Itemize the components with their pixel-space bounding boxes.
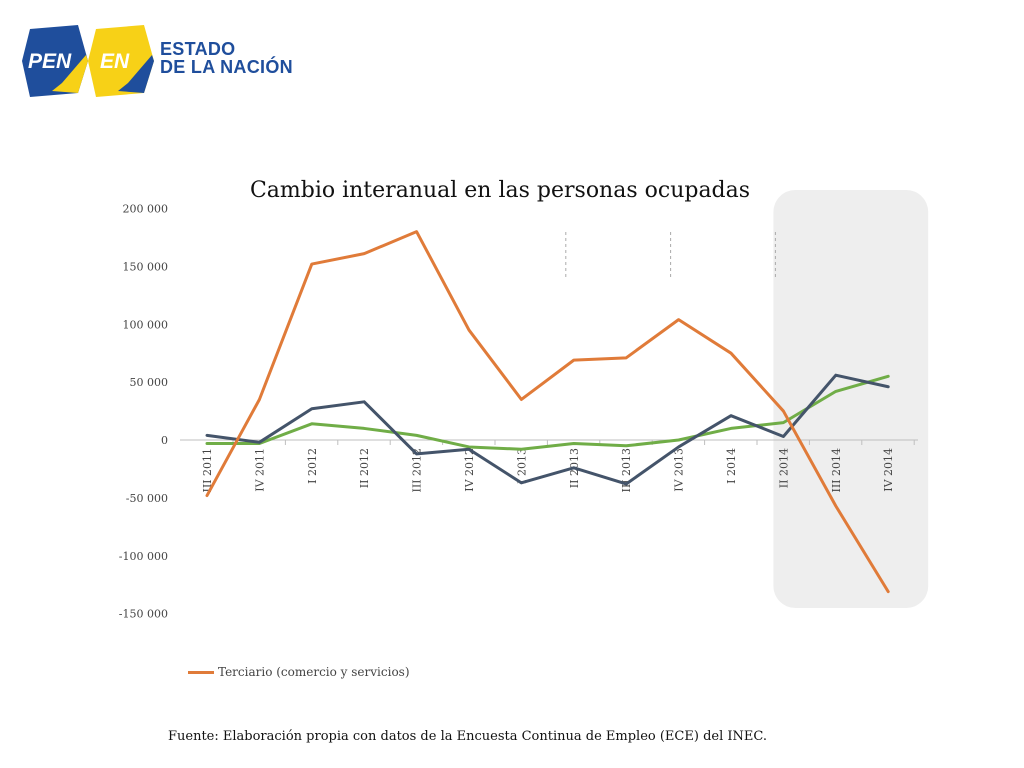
- logo: PEN EN: [22, 25, 154, 97]
- highlight-region: [773, 190, 929, 608]
- en-badge-accent: [118, 55, 154, 93]
- y-tick-label: 50 000: [130, 376, 169, 389]
- x-tick-label: IV 2013: [673, 448, 686, 492]
- y-tick-label: 200 000: [123, 203, 169, 216]
- x-tick-label: I 2012: [306, 448, 319, 484]
- chart-title: Cambio interanual en las personas ocupad…: [249, 178, 751, 203]
- x-tick-label: III 2014: [830, 448, 843, 493]
- x-tick-label: III 2012: [411, 448, 424, 493]
- x-tick-label: III 2013: [620, 448, 633, 493]
- logo-wordmark: ESTADO DE LA NACIÓN: [160, 40, 293, 76]
- x-tick-label: III 2011: [201, 448, 214, 493]
- source-note: Fuente: Elaboración propia con datos de …: [168, 729, 767, 744]
- x-tick-label: II 2012: [358, 448, 371, 488]
- x-tick-label: IV 2011: [253, 448, 266, 492]
- x-tick-label: IV 2014: [882, 448, 895, 492]
- y-tick-label: -150 000: [119, 608, 168, 621]
- legend-label: Terciario (comercio y servicios): [218, 665, 410, 679]
- y-tick-label: 0: [161, 434, 168, 447]
- en-badge-text: EN: [100, 50, 130, 73]
- series-line-1: [205, 373, 890, 486]
- x-tick-label: II 2014: [777, 448, 790, 488]
- logo-line2: DE LA NACIÓN: [160, 57, 293, 77]
- x-tick-label: I 2014: [725, 448, 738, 484]
- series-line-2: [205, 374, 890, 451]
- logo-line1: ESTADO: [160, 39, 236, 59]
- x-tick-label: IV 2012: [463, 448, 476, 492]
- y-tick-label: 150 000: [123, 260, 169, 273]
- y-tick-label: -50 000: [126, 492, 168, 505]
- legend-swatch: [188, 670, 214, 674]
- x-tick-label: I 2013: [515, 448, 528, 484]
- y-tick-label: -100 000: [119, 550, 168, 563]
- series-line-0: [205, 230, 890, 594]
- pen-badge-accent: [52, 55, 88, 93]
- pen-badge-text: PEN: [28, 50, 72, 73]
- legend: Terciario (comercio y servicios): [188, 665, 410, 679]
- y-tick-label: 100 000: [123, 318, 169, 331]
